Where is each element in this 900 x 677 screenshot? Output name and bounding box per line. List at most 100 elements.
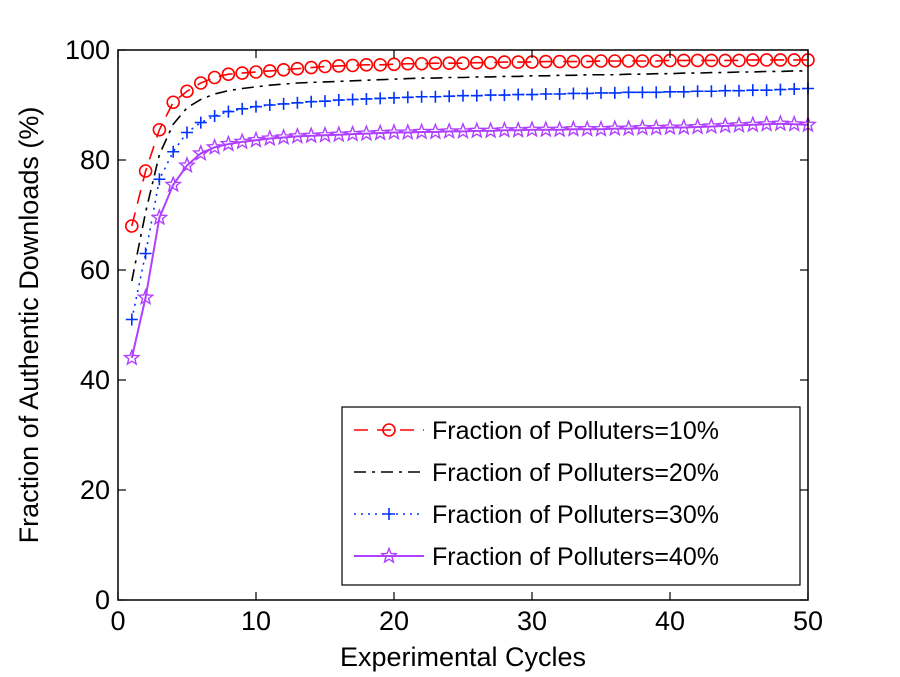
series-3-point xyxy=(194,116,207,129)
series-4-point xyxy=(288,126,307,145)
series-3-point xyxy=(622,86,635,99)
x-tick-label: 50 xyxy=(793,606,823,636)
legend-label: Fraction of Polluters=30% xyxy=(432,501,719,529)
series-1-point xyxy=(180,84,194,99)
plot-frame xyxy=(117,49,809,601)
series-1-point xyxy=(594,54,608,68)
series-3-point xyxy=(719,84,732,97)
series-1-point xyxy=(387,57,401,72)
y-axis-label: Fraction of Authentic Downloads (%) xyxy=(14,107,44,544)
series-4-point xyxy=(771,114,790,132)
y-tick-label: 60 xyxy=(80,255,110,285)
series-3-point xyxy=(401,91,414,104)
series-1-line xyxy=(131,59,808,227)
x-tick-label: 40 xyxy=(655,606,685,636)
legend-marker xyxy=(382,423,396,437)
series-1-point xyxy=(428,56,443,71)
series-3-point xyxy=(774,83,787,96)
series-1-point xyxy=(207,70,222,85)
series-4-point xyxy=(260,129,279,147)
x-tick-label: 0 xyxy=(110,606,125,636)
series-3-point xyxy=(374,92,387,105)
series-1-point xyxy=(304,60,319,75)
series-3-point xyxy=(167,145,180,158)
series-3-point xyxy=(153,173,166,186)
series-3-point xyxy=(360,92,373,105)
series-4-point xyxy=(674,118,693,136)
legend-item-2: Fraction of Polluters=20% xyxy=(354,459,719,487)
series-1-point xyxy=(318,59,332,74)
series-1 xyxy=(125,53,815,233)
series-1-point xyxy=(400,56,415,71)
series-1-point xyxy=(511,55,526,69)
legend-item-4: Fraction of Polluters=40% xyxy=(354,543,719,571)
series-3-point xyxy=(512,88,525,101)
series-1-point xyxy=(580,54,595,69)
series-1-point xyxy=(262,64,277,78)
series-1-point xyxy=(759,53,774,67)
series-1-point xyxy=(483,55,498,70)
series-4-point xyxy=(785,114,804,132)
series-4-point xyxy=(385,123,403,141)
series-1-point xyxy=(676,53,691,68)
x-tick-label: 10 xyxy=(241,606,271,636)
series-4-point xyxy=(205,137,224,156)
series-1-point xyxy=(745,53,760,67)
series-3-point xyxy=(443,90,456,103)
series-3-point xyxy=(181,126,193,139)
series-4-point xyxy=(578,119,597,137)
series-4-point xyxy=(136,288,155,306)
x-tick-label: 20 xyxy=(379,606,409,636)
series-3-point xyxy=(746,84,759,97)
series-1-point xyxy=(497,55,512,69)
series-4-point xyxy=(523,120,541,138)
series-1-point xyxy=(152,122,167,137)
series-3-point xyxy=(250,100,262,113)
series-1-point xyxy=(732,53,746,68)
series-3-point xyxy=(498,89,511,102)
series-1-point xyxy=(649,54,664,68)
series-4-point xyxy=(191,143,210,162)
series-4-point xyxy=(757,114,776,132)
series-4-point xyxy=(398,123,417,141)
y-tick-label: 0 xyxy=(95,585,110,615)
series-4-point xyxy=(743,115,762,133)
series-3-point xyxy=(705,85,718,98)
legend-label: Fraction of Polluters=10% xyxy=(432,417,719,445)
series-4-point xyxy=(316,125,334,143)
series-3-point xyxy=(608,86,621,99)
legend-label: Fraction of Polluters=40% xyxy=(432,543,719,571)
series-1-point xyxy=(469,55,484,70)
series-3 xyxy=(125,82,814,326)
series-3-point xyxy=(208,110,221,122)
series-1-point xyxy=(690,53,705,68)
series-4-point xyxy=(730,115,748,134)
series-3-point xyxy=(691,85,704,98)
x-tick-label: 30 xyxy=(517,606,547,636)
legend-marker xyxy=(380,546,398,564)
series-4-point xyxy=(164,175,183,193)
series-4-point xyxy=(688,117,707,135)
series-3-point xyxy=(332,94,345,107)
series-4-point xyxy=(592,119,610,137)
series-4-point xyxy=(509,120,528,138)
series-3-point xyxy=(139,247,152,260)
series-3-point xyxy=(788,83,801,96)
series-4-point xyxy=(343,124,362,142)
series-3-point xyxy=(567,87,580,100)
series-1-point xyxy=(359,58,374,72)
series-2-line xyxy=(131,70,808,282)
series-1-point xyxy=(221,67,236,81)
series-3-point xyxy=(760,84,773,97)
series-1-point xyxy=(345,58,360,73)
series-1-point xyxy=(442,56,457,71)
series-1-point xyxy=(194,76,208,90)
series-3-point xyxy=(415,90,428,103)
series-3-point xyxy=(581,87,594,100)
series-1-point xyxy=(276,63,291,77)
series-4-point xyxy=(440,121,459,140)
series-4-point xyxy=(716,116,735,134)
series-1-point xyxy=(331,59,346,73)
y-tick-label: 80 xyxy=(80,145,110,175)
series-3-point xyxy=(457,89,469,102)
